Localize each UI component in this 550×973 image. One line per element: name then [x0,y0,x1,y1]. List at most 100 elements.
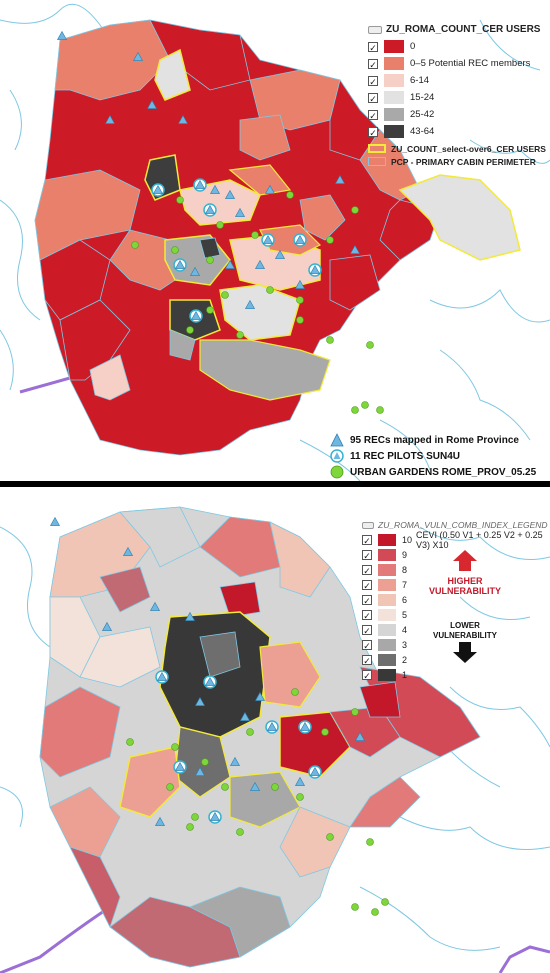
cevi-class-swatch [378,533,396,546]
boundary-purple-bottom [498,945,550,973]
checkbox-icon[interactable]: ✓ [362,609,372,621]
rec-marker [244,299,256,309]
garden-marker [296,296,304,304]
rec-marker [190,310,202,320]
rec-marker [294,234,306,244]
checkbox-icon[interactable]: ✓ [362,534,372,546]
garden-marker [326,236,334,244]
cevi-class-row: ✓ 8 [362,562,550,577]
cevi-class-row: ✓ 4 [362,622,550,637]
checkbox-icon[interactable]: ✓ [362,549,372,561]
cevi-class-row: ✓ 6 [362,592,550,607]
garden-marker [216,221,224,229]
rec-marker [194,766,206,776]
legend-classes-bottom: ✓ 10 CEVI (0.50 V1 + 0.25 V2 + 0.25 V3) X1… [362,529,550,682]
rec-marker [349,244,361,254]
checkbox-icon[interactable]: ✓ [362,669,372,681]
rec-marker [152,184,164,194]
top-zones [34,19,521,456]
rec-marker [262,234,274,244]
garden-marker [186,326,194,334]
cevi-class-label: 2 [402,654,408,665]
rec-marker [309,264,321,274]
cevi-class-swatch [378,638,396,651]
cevi-class-row: ✓ 2 [362,652,550,667]
cevi-class-label: 5 [402,609,408,620]
rec-marker [234,207,246,217]
checkbox-icon[interactable]: ✓ [368,92,378,104]
coastline-bottom [0,905,111,973]
cevi-class-row: ✓ 3 [362,637,550,652]
cevi-class-swatch [378,578,396,591]
legend-class-row: ✓ 43-64 [368,123,550,140]
rec-marker [101,621,113,631]
rec-marker [122,546,134,556]
garden-marker [236,828,244,836]
cevi-class-label: 6 [402,594,408,605]
rec-marker [334,174,346,184]
legend-class-label: 0 [410,41,416,52]
garden-marker [221,291,229,299]
legend-bottom: ZU_ROMA_VULN_COMB_INDEX_LEGEND ✓ 10 CEVI (… [362,520,550,682]
pcp-lines-bottom [0,526,550,951]
garden-marker [176,196,184,204]
garden-marker [206,306,214,314]
green-dot-icon [330,465,344,479]
checkbox-icon[interactable]: ✓ [362,654,372,666]
garden-marker [376,406,384,414]
legend-class-row: ✓ 15-24 [368,89,550,106]
rec-marker [104,114,116,124]
rec-marker [146,99,158,109]
garden-marker [271,783,279,791]
checkbox-icon[interactable]: ✓ [368,75,378,87]
checkbox-icon[interactable]: ✓ [368,109,378,121]
rec-marker [239,711,251,721]
garden-marker [296,316,304,324]
garden-marker [246,728,254,736]
cevi-class-swatch [378,563,396,576]
rec-triangles-top [56,30,361,323]
cevi-class-label: 10 [402,534,413,545]
checkbox-icon[interactable]: ✓ [368,58,378,70]
rec-marker [294,279,306,289]
cevi-class-swatch [378,653,396,666]
garden-marker [206,256,214,264]
cevi-class-label: 7 [402,579,408,590]
checkbox-icon[interactable]: ✓ [362,564,372,576]
arrow-down-icon [453,652,477,663]
map-vulnerability: ZU_ROMA_VULN_COMB_INDEX_LEGEND ✓ 10 CEVI (… [0,487,550,973]
cevi-class-swatch [378,593,396,606]
rec-marker [204,676,216,686]
checkbox-icon[interactable]: ✓ [362,579,372,591]
rec-marker [194,179,206,189]
rec-marker [132,51,144,61]
rec-marker [174,259,186,269]
checkbox-icon[interactable]: ✓ [362,624,372,636]
bottom-zones [39,506,481,968]
legend-class-swatch [384,108,404,121]
rec-marker [149,601,161,611]
rec-marker [249,781,261,791]
garden-marker [266,286,274,294]
legend-class-swatch [384,91,404,104]
legend-class-swatch [384,57,404,70]
cevi-class-swatch [378,548,396,561]
rec-marker [229,756,241,766]
rec-marker [204,204,216,214]
checkbox-icon[interactable]: ✓ [368,41,378,53]
index-formula: CEVI (0.50 V1 + 0.25 V2 + 0.25 V3) X10 [416,529,543,550]
checkbox-icon[interactable]: ✓ [362,639,372,651]
map-canvas-bottom [0,506,550,973]
legend-class-swatch [384,40,404,53]
checkbox-icon[interactable]: ✓ [368,126,378,138]
garden-marker [186,823,194,831]
rec-triangles-bottom [49,516,366,826]
checkbox-icon[interactable]: ✓ [362,594,372,606]
garden-marker [351,206,359,214]
point-pilot-row: 11 REC PILOTS SUN4U [330,448,536,464]
garden-marker [296,793,304,801]
legend-points-top: 95 RECs mapped in Rome Province 11 REC P… [330,432,536,480]
point-garden-row: URBAN GARDENS ROME_PROV_05.25 [330,464,536,480]
garden-marker [221,783,229,791]
garden-marker [321,728,329,736]
